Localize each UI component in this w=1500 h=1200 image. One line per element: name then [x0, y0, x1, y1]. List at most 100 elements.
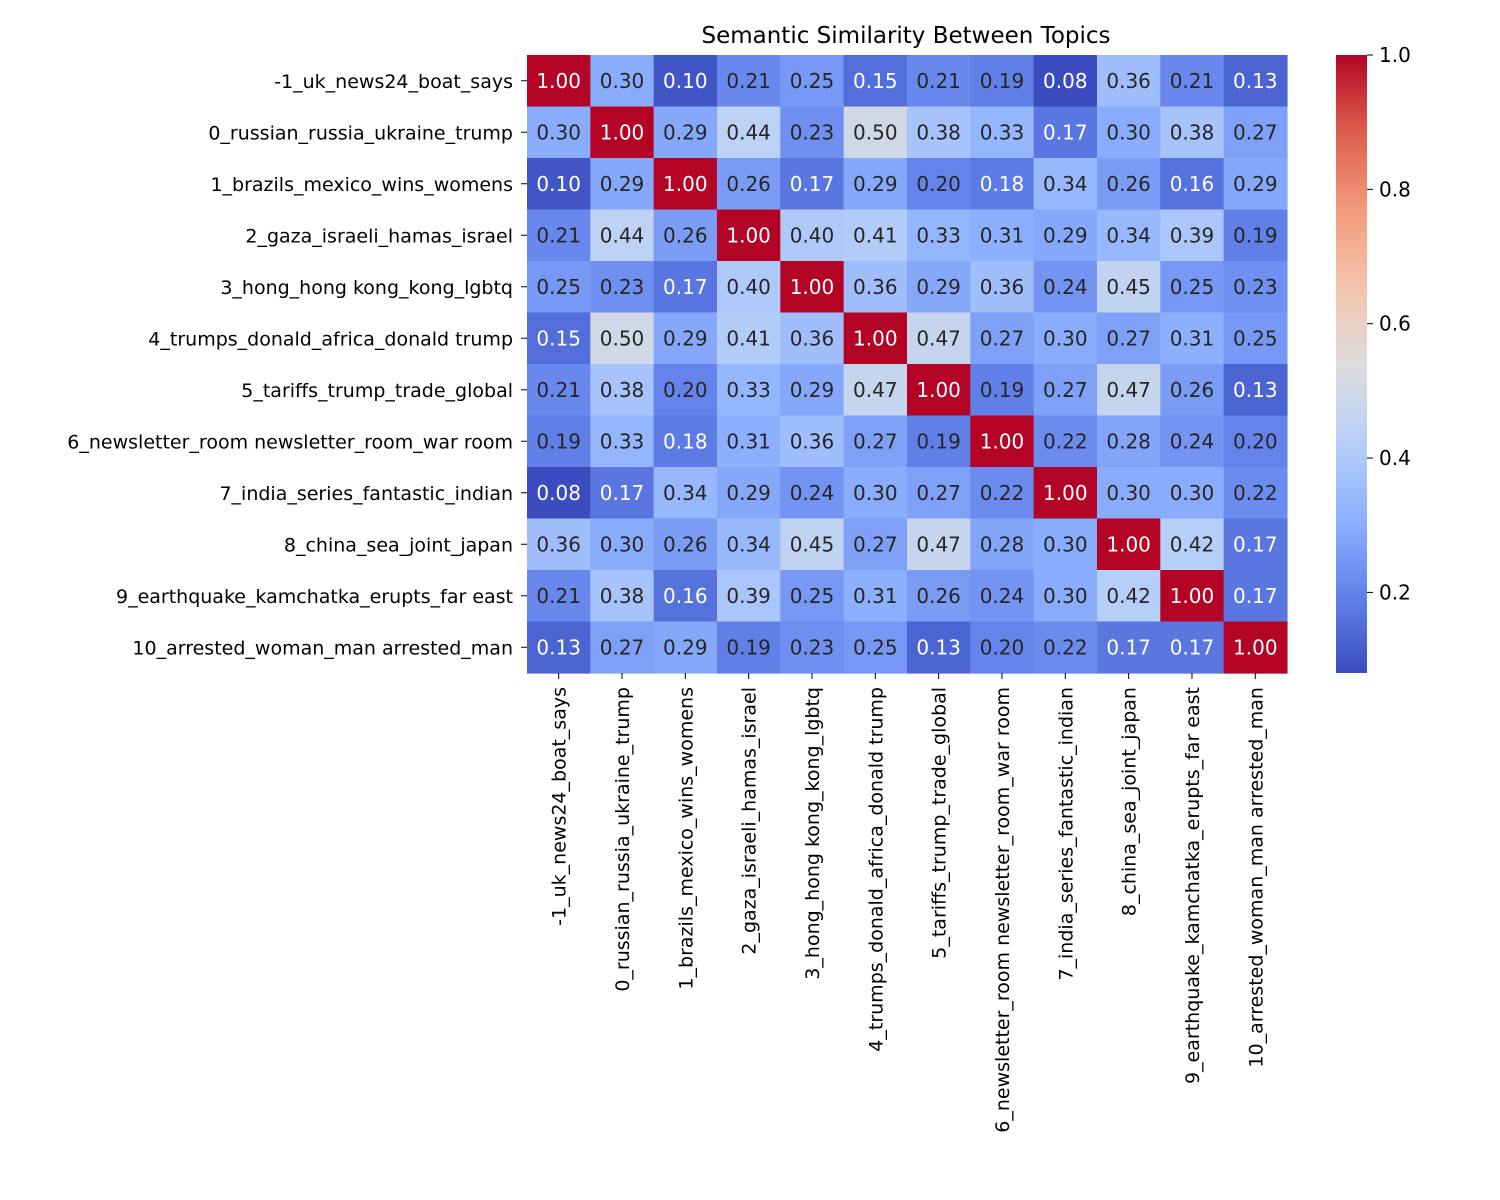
heatmap-cell — [780, 312, 845, 365]
heatmap-cell — [590, 364, 655, 417]
heatmap-cell — [1223, 158, 1288, 211]
cell-value-label: 0.24 — [980, 584, 1025, 608]
cell-value-label: 0.17 — [1233, 584, 1278, 608]
heatmap-cell — [1033, 261, 1098, 314]
heatmap-cell — [780, 467, 845, 520]
heatmap-cell — [590, 415, 655, 468]
heatmap-cell — [590, 621, 655, 674]
cell-value-label: 0.13 — [1233, 69, 1278, 93]
heatmap-cell — [906, 158, 971, 211]
cell-value-label: 0.16 — [663, 584, 708, 608]
heatmap-cell — [1160, 621, 1225, 674]
cell-value-label: 0.45 — [1106, 275, 1151, 299]
heatmap-cell — [1096, 209, 1161, 262]
cell-value-label: 0.22 — [1043, 429, 1088, 453]
cell-value-label: 0.21 — [536, 378, 581, 402]
cell-value-label: 1.00 — [726, 223, 771, 247]
cell-value-label: 0.38 — [916, 120, 961, 144]
heatmap-cell — [1223, 621, 1288, 674]
cell-value-label: 0.17 — [1170, 635, 1215, 659]
cell-value-label: 0.36 — [790, 326, 835, 350]
colorbar-tick-label: 1.0 — [1379, 43, 1411, 67]
cell-value-label: 0.31 — [980, 223, 1025, 247]
cell-value-label: 0.24 — [1170, 429, 1215, 453]
heatmap-cell — [1160, 106, 1225, 159]
cell-value-label: 0.17 — [1043, 120, 1088, 144]
cell-value-label: 0.29 — [726, 481, 771, 505]
cell-value-label: 0.29 — [663, 635, 708, 659]
heatmap-cell — [1096, 158, 1161, 211]
heatmap-cell — [906, 415, 971, 468]
heatmap-cell — [843, 209, 908, 262]
heatmap-cell — [716, 106, 781, 159]
cell-value-label: 0.30 — [1043, 584, 1088, 608]
cell-value-label: 0.16 — [1170, 172, 1215, 196]
cell-value-label: 0.34 — [726, 532, 771, 556]
heatmap-cell — [590, 261, 655, 314]
cell-value-label: 0.36 — [536, 532, 581, 556]
heatmap-cell — [843, 312, 908, 365]
cell-value-label: 0.30 — [536, 120, 581, 144]
y-tick-label: 4_trumps_donald_africa_donald trump — [148, 328, 513, 350]
cell-value-label: 0.23 — [790, 120, 835, 144]
heatmap-cell — [653, 415, 718, 468]
heatmap-cell — [970, 209, 1035, 262]
heatmap-cell — [1096, 415, 1161, 468]
cell-value-label: 0.25 — [1170, 275, 1215, 299]
cell-value-label: 0.42 — [1106, 584, 1151, 608]
heatmap-cell — [1160, 518, 1225, 571]
cell-value-label: 0.23 — [790, 635, 835, 659]
cell-value-label: 0.17 — [790, 172, 835, 196]
cell-value-label: 0.42 — [1170, 532, 1215, 556]
heatmap-cell — [527, 209, 591, 262]
heatmap-cell — [1033, 312, 1098, 365]
heatmap-cell — [843, 55, 908, 108]
y-tick-label: 3_hong_hong kong_kong_lgbtq — [220, 277, 513, 299]
heatmap-cell — [716, 621, 781, 674]
cell-value-label: 0.44 — [726, 120, 771, 144]
cell-value-label: 0.36 — [790, 429, 835, 453]
heatmap-cell — [716, 415, 781, 468]
cell-value-label: 0.30 — [600, 69, 645, 93]
cell-value-label: 0.47 — [1106, 378, 1151, 402]
heatmap-cell — [527, 415, 591, 468]
heatmap-cell — [970, 467, 1035, 520]
heatmap-cell — [1033, 209, 1098, 262]
heatmap-cell — [1223, 209, 1288, 262]
x-tick-label: 5_tariffs_trump_trade_global — [929, 687, 951, 959]
heatmap-cell — [1223, 415, 1288, 468]
heatmap-cell — [590, 158, 655, 211]
y-tick-label: 0_russian_russia_ukraine_trump — [208, 122, 513, 144]
cell-value-label: 1.00 — [663, 172, 708, 196]
heatmap-cell — [1096, 518, 1161, 571]
cell-value-label: 0.27 — [916, 481, 961, 505]
heatmap-cell — [1223, 570, 1288, 623]
cell-value-label: 0.30 — [1043, 326, 1088, 350]
cell-value-label: 0.34 — [1106, 223, 1151, 247]
cell-value-label: 0.47 — [916, 532, 961, 556]
heatmap-cell — [716, 312, 781, 365]
cell-value-label: 0.29 — [853, 172, 898, 196]
heatmap-cells: 1.00 0.30 0.10 0.21 0.25 0.15 0.21 0.19 0.08 0.36… — [527, 55, 1288, 674]
cell-value-label: 0.30 — [1106, 120, 1151, 144]
cell-value-label: 0.20 — [980, 635, 1025, 659]
cell-value-label: 1.00 — [790, 275, 835, 299]
cell-value-label: 0.33 — [980, 120, 1025, 144]
heatmap-cell — [590, 209, 655, 262]
heatmap-cell — [906, 261, 971, 314]
heatmap-cell — [906, 106, 971, 159]
x-tick-label: 2_gaza_israeli_hamas_israel — [739, 687, 761, 955]
heatmap-cell — [590, 106, 655, 159]
cell-value-label: 0.25 — [790, 584, 835, 608]
cell-value-label: 0.36 — [1106, 69, 1151, 93]
y-tick-label: 5_tariffs_trump_trade_global — [241, 380, 513, 402]
heatmap-cell — [527, 261, 591, 314]
cell-value-label: 0.18 — [663, 429, 708, 453]
cell-value-label: 0.31 — [726, 429, 771, 453]
cell-value-label: 0.34 — [1043, 172, 1088, 196]
cell-value-label: 0.21 — [1170, 69, 1215, 93]
heatmap-cell — [527, 158, 591, 211]
x-tick-label: 10_arrested_woman_man arrested_man — [1245, 687, 1267, 1068]
heatmap-cell — [1096, 467, 1161, 520]
cell-value-label: 0.47 — [916, 326, 961, 350]
